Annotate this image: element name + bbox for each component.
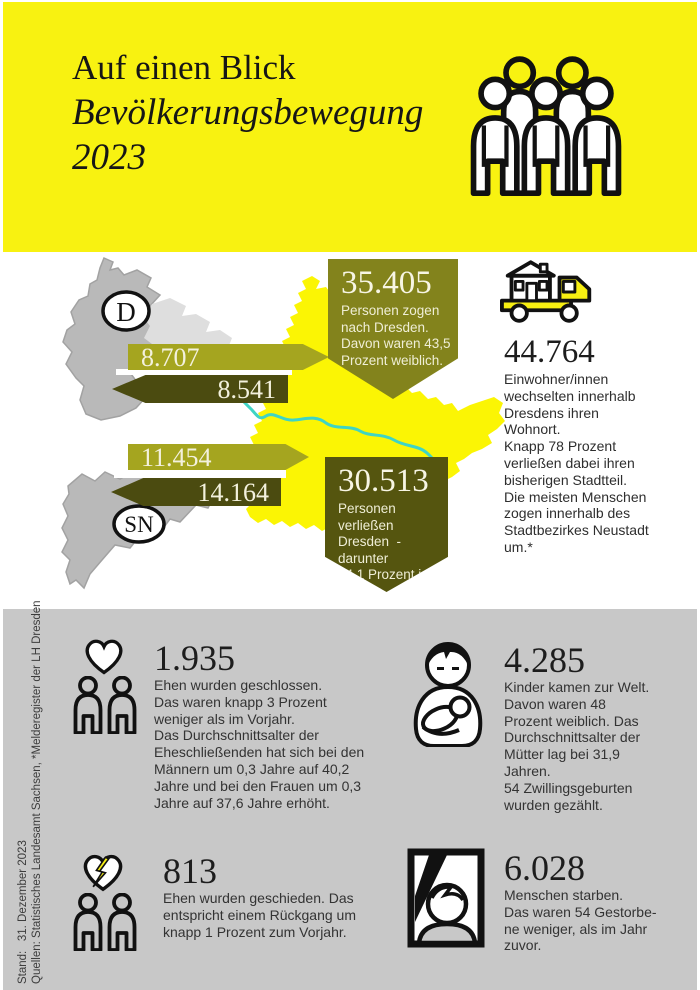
moving-truck-icon xyxy=(500,260,592,323)
marriages-value: 1.935 xyxy=(154,638,235,678)
mother-baby-icon xyxy=(413,642,483,747)
divorces-value: 813 xyxy=(163,851,217,891)
moved-in-value: 35.405 xyxy=(341,265,432,301)
births-value: 4.285 xyxy=(504,640,585,680)
title-line-2: Bevölkerungsbewegung xyxy=(72,92,424,133)
saxony-badge: SN xyxy=(112,504,166,544)
deaths-text: Menschen starben. Das waren 54 Gestorbe-… xyxy=(504,887,657,954)
arrow-value: 14.164 xyxy=(197,478,270,507)
arrow-out-to-saxony: 14.164 xyxy=(111,478,281,506)
moved-in-text: Personen zogen nach Dresden. Davon waren… xyxy=(341,303,451,368)
mourning-portrait-icon xyxy=(407,848,485,948)
arrow-gap-strip xyxy=(114,470,286,478)
marriages-text: Ehen wurden geschlossen. Das waren knapp… xyxy=(154,677,365,811)
arrow-out-to-germany: 8.541 xyxy=(112,375,288,403)
arrow-in-from-saxony: 11.454 xyxy=(128,444,309,470)
statistics-panel xyxy=(3,609,697,990)
arrow-gap-strip xyxy=(116,369,292,375)
footer-stand: Stand: 31. Dezember 2023 xyxy=(17,840,29,984)
relocation-text: Einwohner/innen wechselten innerhalb Dre… xyxy=(504,371,649,555)
arrow-value: 8.707 xyxy=(141,343,200,372)
heart-icon xyxy=(85,639,123,675)
page-title: Auf einen Blick Bevölkerungsbewegung 202… xyxy=(72,46,423,180)
deaths-value: 6.028 xyxy=(504,848,585,888)
germany-badge: D xyxy=(101,290,151,332)
broken-heart-icon xyxy=(83,854,123,892)
arrow-value: 8.541 xyxy=(217,375,277,404)
arrow-value: 11.454 xyxy=(141,443,212,472)
footer-sources: Quellen: Statistisches Landesamt Sachsen… xyxy=(31,600,43,984)
arrow-in-from-germany: 8.707 xyxy=(128,344,329,370)
relocation-value: 44.764 xyxy=(504,334,595,370)
title-line-3: 2023 xyxy=(72,137,146,178)
moved-out-value: 30.513 xyxy=(338,463,429,499)
germany-badge-label: D xyxy=(116,297,136,327)
divorces-text: Ehen wurden geschieden. Das entspricht e… xyxy=(163,890,356,940)
couple-icon xyxy=(73,893,137,951)
births-text: Kinder kamen zur Welt. Davon waren 48 Pr… xyxy=(504,679,650,813)
couple-icon xyxy=(73,676,137,734)
title-line-1: Auf einen Blick xyxy=(72,48,296,87)
three-people-icon xyxy=(470,56,622,197)
saxony-badge-label: SN xyxy=(124,512,154,537)
